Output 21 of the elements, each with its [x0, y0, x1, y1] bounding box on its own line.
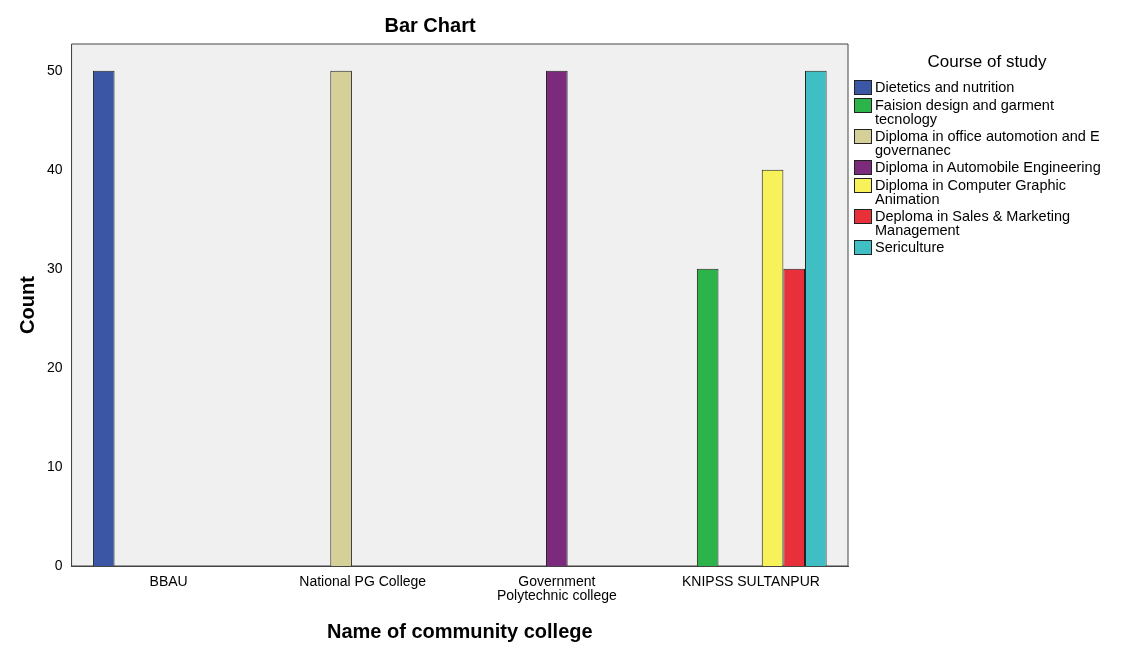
y-tick-label: 40 [46, 160, 63, 177]
y-tick-label: 10 [46, 457, 63, 474]
y-axis-title: Count [15, 275, 38, 334]
y-tick-label: 0 [54, 556, 63, 573]
legend-label: Faision design and garment tecnology [875, 97, 1055, 127]
legend-label: Sericulture [875, 239, 945, 255]
legend-label: Deploma in Sales & Marketing Management [875, 208, 1072, 238]
y-tick-label: 20 [46, 358, 63, 375]
y-tick-label: 50 [46, 61, 63, 78]
chart-title: Bar Chart [384, 13, 476, 36]
legend-label: Dietetics and nutrition [875, 79, 1015, 95]
x-tick-label: BBAU [149, 572, 188, 589]
x-tick-label: KNIPSS SULTANPUR [681, 572, 820, 589]
legend-label: Diploma in office automotion and E governanec [875, 128, 1101, 158]
y-tick-label: 30 [46, 259, 63, 276]
x-tick-label: Government Polytechnic college [496, 572, 617, 603]
legend-title: Course of study [926, 52, 1048, 72]
legend-label: Diploma in Automobile Engineering [875, 159, 1101, 175]
x-tick-label: National PG College [299, 572, 427, 589]
legend-label: Diploma in Computer Graphic Animation [875, 177, 1067, 207]
x-axis-title: Name of community college [326, 619, 593, 642]
